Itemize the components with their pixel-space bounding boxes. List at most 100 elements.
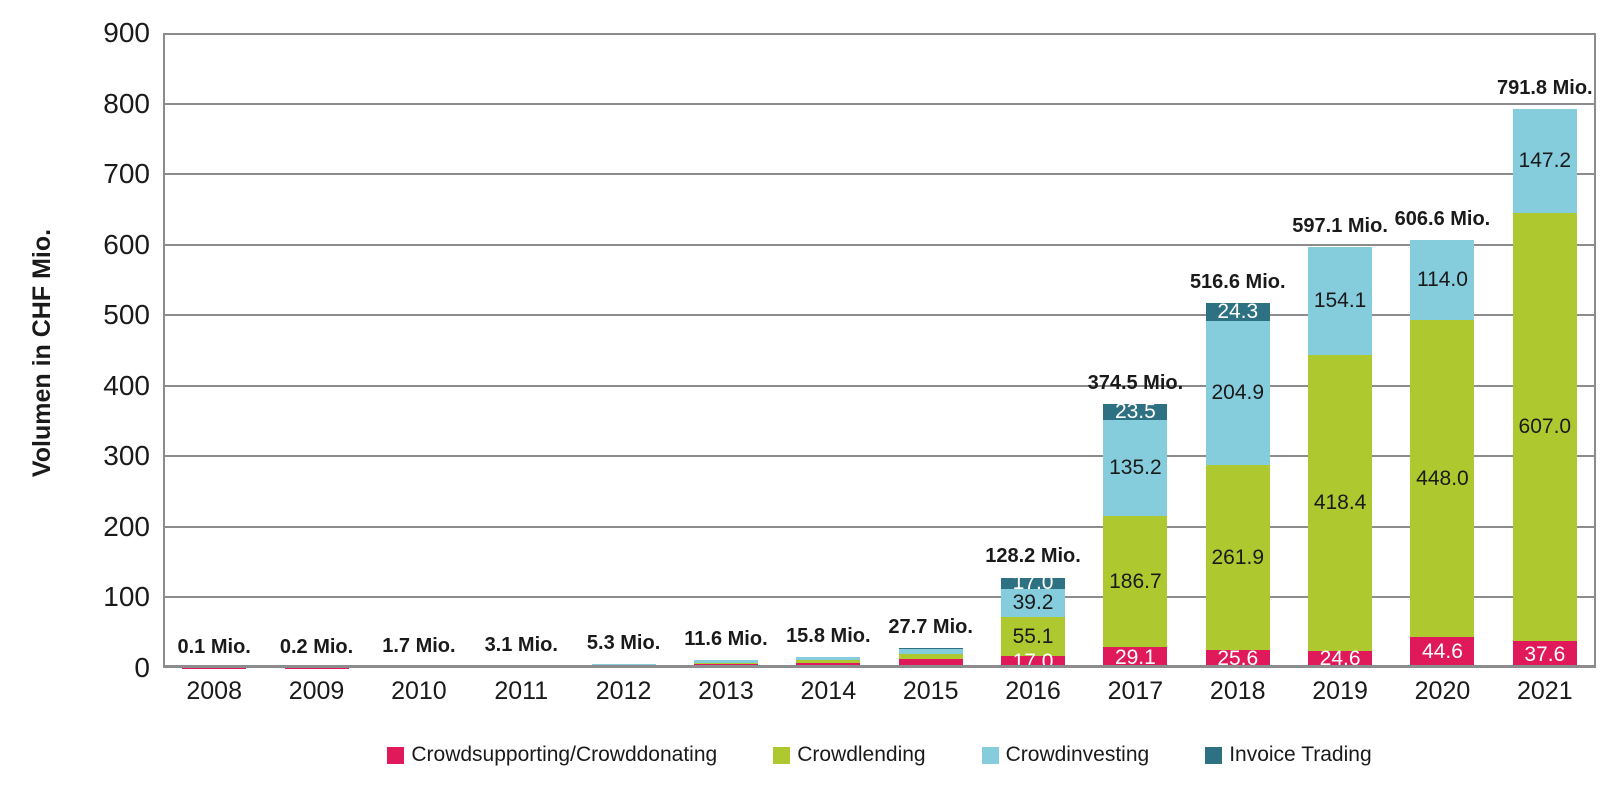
bar-segment	[1410, 240, 1475, 321]
y-tick-label: 500	[103, 299, 150, 331]
bar-segment	[1001, 589, 1066, 618]
segment-label: 24.3	[1217, 300, 1259, 324]
bar-total-label: 0.1 Mio.	[177, 635, 251, 658]
gridline-400	[163, 384, 1596, 387]
bar-segment	[284, 667, 349, 668]
segment-label: 29.1	[1114, 645, 1156, 669]
bar-segment	[796, 656, 861, 661]
bar-segment	[1103, 515, 1168, 648]
segment-label: 186.7	[1109, 569, 1162, 593]
plot-area: 0.1 Mio. 0.2 Mio. 1.7 Mio. 3.1 Mio. 5.3 Mio.…	[163, 33, 1596, 673]
bar-total-label: 11.6 Mio.	[684, 627, 768, 650]
x-tick-label: 2009	[288, 677, 345, 705]
bar-segment	[1001, 617, 1066, 657]
legend-label: Crowdlending	[797, 743, 926, 766]
bar-segment	[898, 648, 963, 654]
legend-label: Crowdsupporting/Crowddonating	[411, 743, 718, 766]
y-tick-label: 900	[103, 17, 150, 48]
bar-segment	[1410, 636, 1475, 668]
bar-segment	[489, 665, 554, 667]
x-tick-label: 2017	[1107, 677, 1164, 705]
segment-label: 135.2	[1109, 456, 1162, 480]
gridline-800	[163, 102, 1596, 105]
y-tick-label: 200	[103, 510, 150, 542]
bar-segment	[1205, 320, 1270, 466]
bar-total-label: 374.5 Mio.	[1087, 371, 1184, 394]
bar-segment	[489, 666, 554, 668]
x-tick-label: 2020	[1414, 677, 1471, 705]
bar-segment	[182, 667, 247, 668]
bar-segment	[1103, 420, 1168, 516]
bar-total-label: 27.7 Mio.	[888, 616, 973, 639]
bar-segment	[1205, 649, 1270, 668]
legend-item: Crowdlending	[773, 743, 926, 767]
segment-label: 261.9	[1211, 545, 1265, 569]
segment-label: 147.2	[1518, 149, 1572, 173]
bar-total-label: 5.3 Mio.	[586, 632, 661, 655]
bar-segment	[796, 662, 861, 668]
bar-total-label: 128.2 Mio.	[985, 545, 1081, 568]
bar-segment	[1512, 109, 1577, 214]
bar-segment	[898, 653, 963, 660]
gridline-200	[163, 525, 1596, 528]
legend-swatch-icon	[387, 746, 405, 764]
bar-segment	[386, 667, 451, 668]
y-tick-label: 300	[103, 440, 150, 472]
segment-label: 25.6	[1217, 646, 1259, 670]
bar-segment	[693, 659, 758, 663]
legend-item: Crowdinvesting	[981, 743, 1149, 767]
plot-frame	[163, 33, 1596, 668]
segment-label: 17.0	[1012, 571, 1054, 595]
segment-label: 154.1	[1313, 289, 1367, 313]
segment-label: 39.2	[1012, 591, 1054, 615]
bar-total-label: 791.8 Mio.	[1497, 77, 1593, 100]
bar-total-label: 15.8 Mio.	[786, 624, 871, 647]
segment-label: 44.6	[1422, 640, 1463, 664]
segment-label: 448.0	[1416, 466, 1469, 490]
bar-segment	[1001, 656, 1066, 668]
bar-segment	[1205, 465, 1270, 650]
segment-label: 24.6	[1319, 647, 1361, 671]
bar-segment	[1308, 246, 1373, 356]
y-tick-label: 700	[103, 158, 150, 190]
bar-segment	[1001, 577, 1066, 590]
x-tick-label: 2015	[902, 677, 959, 705]
bar-total-label: 597.1 Mio.	[1292, 214, 1388, 237]
y-axis-title: Volumen in CHF Mio.	[28, 228, 56, 478]
bar-segment	[1512, 641, 1577, 668]
x-tick-label: 2008	[186, 677, 242, 705]
bar-total-label: 516.6 Mio.	[1189, 271, 1286, 294]
x-tick-label: 2021	[1517, 677, 1573, 705]
y-tick-label: 100	[103, 581, 150, 613]
legend-swatch-icon	[981, 746, 999, 764]
bar-segment	[591, 664, 656, 666]
gridline-300	[163, 455, 1596, 458]
segment-label: 23.5	[1114, 400, 1156, 424]
legend-item: Invoice Trading	[1205, 743, 1372, 767]
bar-segment	[693, 663, 758, 668]
bar-total-label: 0.2 Mio.	[279, 635, 354, 658]
legend-swatch-icon	[1205, 746, 1223, 764]
y-tick-label: 0	[134, 652, 150, 683]
segment-label: 55.1	[1012, 624, 1054, 648]
bar-segment	[1205, 303, 1270, 321]
bar-segment	[1308, 650, 1373, 668]
bar-segment	[1410, 320, 1475, 637]
x-tick-label: 2011	[494, 677, 549, 705]
gridline-600	[163, 243, 1596, 246]
x-tick-label: 2010	[391, 677, 447, 705]
gridline-500	[163, 314, 1596, 317]
bar-segment	[1308, 355, 1373, 651]
gridline-100	[163, 596, 1596, 599]
bar-total-label: 3.1 Mio.	[484, 633, 558, 656]
segment-label: 37.6	[1524, 642, 1566, 666]
bar-total-label: 1.7 Mio.	[382, 634, 456, 657]
y-tick-label: 600	[103, 228, 150, 260]
gridline-700	[163, 173, 1596, 176]
x-tick-label: 2012	[595, 677, 652, 705]
segment-label: 114.0	[1416, 268, 1468, 292]
segment-label: 204.9	[1211, 380, 1265, 404]
segment-label: 17.0	[1012, 650, 1054, 673]
x-tick-label: 2013	[698, 677, 754, 705]
bar-segment	[796, 660, 861, 663]
